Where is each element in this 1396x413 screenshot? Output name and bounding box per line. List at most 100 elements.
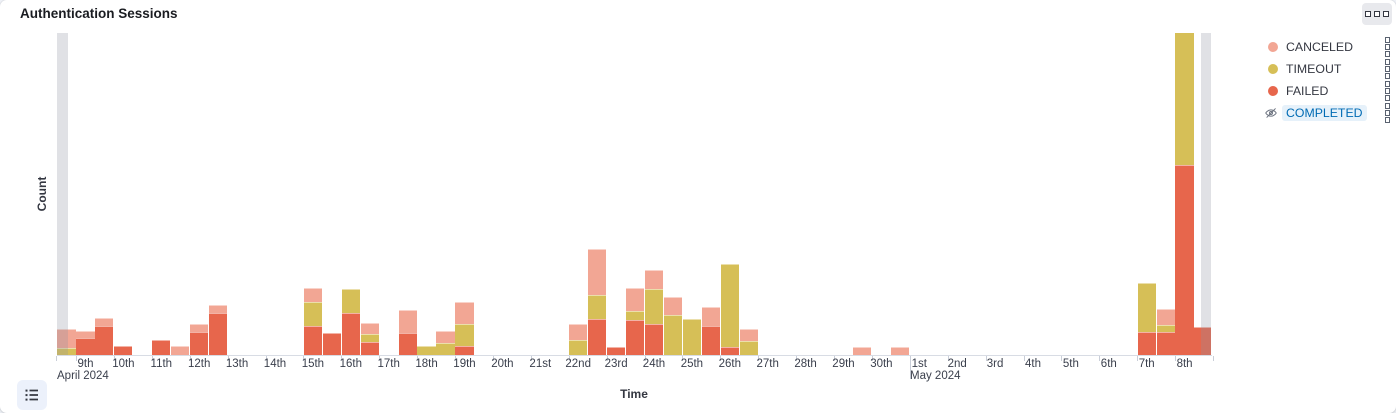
legend-item-failed[interactable]: FAILED [1264,80,1392,102]
bar-segment-canceled[interactable] [569,324,588,340]
bar-group[interactable] [341,289,360,355]
legend-item-completed[interactable]: COMPLETED [1264,102,1392,124]
bar-segment-failed[interactable] [701,326,720,355]
bar-segment-canceled[interactable] [891,347,910,355]
bar-group[interactable] [720,264,739,355]
bar-group[interactable] [303,288,322,355]
bar-segment-failed[interactable] [644,324,664,355]
bar-segment-timeout[interactable] [644,289,664,324]
bar-segment-timeout[interactable] [341,289,360,313]
bar-segment-timeout[interactable] [436,343,455,355]
bar-segment-timeout[interactable] [455,324,474,346]
panel-menu-button[interactable] [1362,3,1392,25]
bar-segment-failed[interactable] [588,319,607,355]
bar-segment-canceled[interactable] [398,310,417,333]
bar-group[interactable] [209,305,228,355]
bar-segment-failed[interactable] [455,346,474,355]
bar-group[interactable] [588,249,607,355]
bar-group[interactable] [682,319,701,355]
bar-segment-timeout[interactable] [57,348,76,355]
bar-segment-canceled[interactable] [209,305,228,313]
bar-segment-failed[interactable] [606,347,626,355]
bar-segment-timeout[interactable] [1175,33,1194,165]
bar-segment-timeout[interactable] [682,319,701,355]
bar-group[interactable] [853,347,872,355]
bar-segment-timeout[interactable] [663,315,682,355]
bar-group[interactable] [436,331,455,355]
bar-segment-canceled[interactable] [663,297,682,315]
bar-group[interactable] [417,346,436,355]
bar-segment-timeout[interactable] [569,340,588,355]
bar-segment-canceled[interactable] [739,329,758,341]
bar-segment-failed[interactable] [190,332,209,355]
bar-segment-failed[interactable] [398,333,417,355]
legend-toggle-button[interactable] [17,380,47,410]
bar-segment-canceled[interactable] [57,329,76,348]
bar-group[interactable] [644,270,664,355]
bar-segment-failed[interactable] [1194,327,1211,355]
bar-segment-canceled[interactable] [171,346,190,355]
bar-group[interactable] [663,297,682,355]
bar-segment-canceled[interactable] [1156,309,1175,325]
bar-segment-canceled[interactable] [644,270,664,289]
bar-segment-timeout[interactable] [1137,283,1156,332]
bar-segment-failed[interactable] [152,340,171,355]
bar-group[interactable] [1156,309,1175,355]
bar-segment-failed[interactable] [625,320,645,355]
bar-segment-timeout[interactable] [588,295,607,319]
bar-segment-timeout[interactable] [1156,325,1175,332]
bar-segment-canceled[interactable] [588,249,607,295]
bar-segment-failed[interactable] [1156,332,1175,355]
legend-item-timeout[interactable]: TIMEOUT [1264,58,1392,80]
bar-segment-canceled[interactable] [360,323,379,334]
bar-segment-timeout[interactable] [739,341,758,355]
bar-segment-canceled[interactable] [303,288,322,302]
bar-group[interactable] [190,324,209,355]
bar-segment-failed[interactable] [341,313,360,355]
bar-segment-timeout[interactable] [625,311,645,320]
bar-segment-canceled[interactable] [455,302,474,324]
bar-segment-failed[interactable] [322,333,341,355]
bar-group[interactable] [322,333,341,355]
bar-segment-failed[interactable] [209,313,228,355]
bar-segment-failed[interactable] [95,326,114,355]
bar-segment-failed[interactable] [1137,332,1156,355]
bar-segment-canceled[interactable] [436,331,455,343]
bar-group[interactable] [569,324,588,355]
bar-group[interactable] [625,288,645,355]
bar-group[interactable] [606,347,626,355]
bar-segment-failed[interactable] [303,326,322,355]
boxes-vertical-icon[interactable] [1383,57,1393,81]
bar-group[interactable] [76,331,95,355]
bar-group[interactable] [114,346,133,355]
bar-segment-timeout[interactable] [417,346,436,355]
bar-segment-failed[interactable] [76,338,95,355]
bar-group[interactable] [171,346,190,355]
bar-group[interactable] [891,347,910,355]
boxes-vertical-icon[interactable] [1383,79,1393,103]
bar-group[interactable] [95,318,114,355]
bar-segment-failed[interactable] [1175,165,1194,355]
bar-segment-canceled[interactable] [625,288,645,311]
bar-group[interactable] [1194,327,1211,355]
bar-segment-failed[interactable] [114,346,133,355]
bar-segment-canceled[interactable] [853,347,872,355]
bar-group[interactable] [1137,283,1156,355]
bar-segment-timeout[interactable] [720,264,739,347]
boxes-vertical-icon[interactable] [1383,101,1393,125]
bar-segment-canceled[interactable] [701,307,720,326]
bar-segment-timeout[interactable] [303,302,322,326]
bar-group[interactable] [398,310,417,355]
bar-group[interactable] [360,323,379,355]
bar-group[interactable] [57,329,76,355]
legend-item-canceled[interactable]: CANCELED [1264,36,1392,58]
bar-group[interactable] [739,329,758,355]
bar-segment-failed[interactable] [360,342,379,355]
boxes-vertical-icon[interactable] [1383,35,1393,59]
bar-segment-canceled[interactable] [76,331,95,338]
bar-segment-failed[interactable] [720,347,739,355]
bar-group[interactable] [701,307,720,355]
bar-segment-canceled[interactable] [95,318,114,326]
bar-segment-canceled[interactable] [190,324,209,332]
bar-group[interactable] [1175,33,1194,355]
